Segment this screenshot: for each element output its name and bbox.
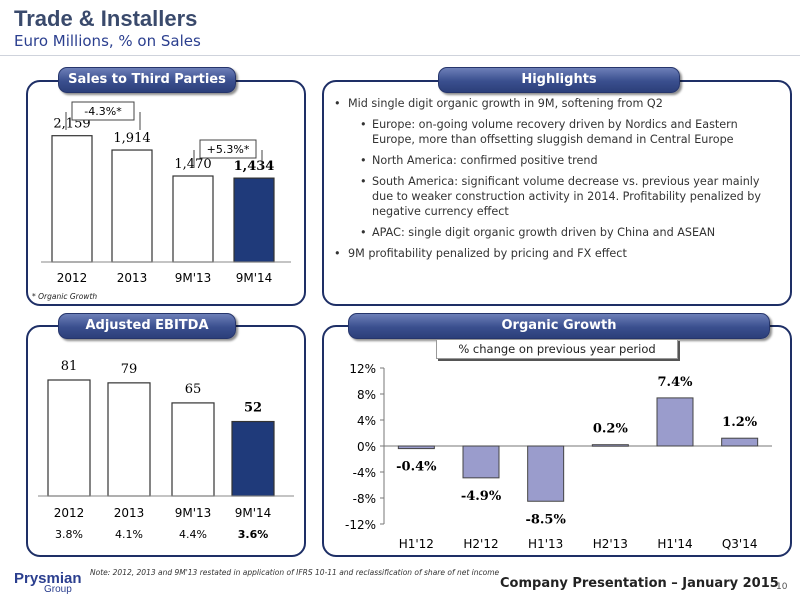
organic-panel [322, 325, 792, 557]
sales-category-label: 9M'13 [175, 271, 212, 285]
growth-bracket [193, 150, 263, 168]
organic-chart: 12% 8% 4% 0% -4% -8% -12% -0.4% H1'12 -4.9% H2'12 -… [345, 362, 772, 551]
ebitda-bar [107, 382, 151, 497]
organic-value-label: 1.2% [722, 415, 758, 430]
growth-box [71, 101, 135, 121]
logo-subtext: Group [44, 584, 72, 595]
sales-bar [51, 135, 93, 263]
highlights-banner: Highlights [438, 67, 680, 93]
organic-category-label: H1'13 [528, 537, 563, 551]
sales-bar [111, 149, 153, 263]
growth-label: -4.3%* [84, 105, 122, 118]
organic-value-label: -8.5% [525, 512, 566, 527]
page-subtitle: Euro Millions, % on Sales [14, 32, 201, 50]
organic-value-label: -4.9% [461, 489, 502, 504]
organic-y-tick-label: -12% [345, 518, 376, 532]
growth-bracket [65, 112, 141, 130]
ebitda-value-label: 52 [244, 401, 262, 416]
ebitda-value-label: 79 [121, 362, 138, 377]
organic-category-label: H1'14 [657, 537, 692, 551]
ebitda-value-label: 81 [61, 359, 78, 374]
highlight-subitem: South America: significant volume decrea… [334, 174, 774, 219]
sales-value-label: 1,914 [113, 131, 150, 146]
highlight-subitem: APAC: single digit organic growth driven… [334, 225, 774, 240]
organic-bar [527, 445, 565, 502]
sales-category-label: 9M'14 [236, 271, 273, 285]
organic-value-label: -0.4% [396, 460, 437, 475]
highlight-subitem: Europe: on-going volume recovery driven … [334, 117, 774, 147]
sales-value-label: 1,434 [234, 159, 275, 174]
ebitda-category-label: 9M'13 [175, 506, 212, 520]
ebitda-value-label: 65 [185, 382, 202, 397]
organic-y-tick-label: 8% [357, 388, 376, 402]
ebitda-chart: 81 2012 3.8% 79 2013 4.1% 65 9M'13 4.4% 52 9M'14 3.… [38, 359, 294, 541]
ebitda-category-label: 2013 [114, 506, 145, 520]
ebitda-category-label: 2012 [54, 506, 85, 520]
ebitda-margin-label: 3.8% [55, 528, 83, 541]
organic-y-tick-label: -4% [353, 466, 376, 480]
organic-bar [397, 445, 435, 450]
organic-y-tick-label: -8% [353, 492, 376, 506]
presentation-label: Company Presentation – January 2015 [500, 576, 779, 591]
sales-banner: Sales to Third Parties [58, 67, 236, 93]
organic-category-label: H1'12 [399, 537, 434, 551]
sales-category-label: 2013 [117, 271, 148, 285]
growth-label: +5.3%* [207, 143, 250, 156]
highlights-list: Mid single digit organic growth in 9M, s… [334, 96, 774, 267]
organic-banner: Organic Growth [348, 313, 770, 339]
ebitda-margin-label: 4.1% [115, 528, 143, 541]
organic-y-tick-label: 12% [349, 362, 376, 376]
organic-y-tick-label: 0% [357, 440, 376, 454]
page-title: Trade & Installers [14, 6, 198, 31]
organic-bar [591, 444, 629, 447]
sales-category-label: 2012 [57, 271, 88, 285]
sales-value-label: 1,470 [174, 157, 211, 172]
ebitda-margin-label: 3.6% [238, 528, 269, 541]
organic-category-label: H2'12 [463, 537, 498, 551]
organic-growth-footnote: * Organic Growth [32, 292, 98, 301]
sales-chart: 2,15920121,91420131,4709M'131,4349M'14-4… [41, 101, 291, 285]
sales-bar [172, 175, 214, 263]
organic-bar [721, 437, 759, 447]
growth-box [199, 139, 257, 159]
organic-value-label: 7.4% [658, 375, 694, 390]
footer-note: Note: 2012, 2013 and 9M'13 restated in a… [90, 568, 500, 577]
prysmian-logo: Prysmian Group [14, 570, 82, 595]
ebitda-bar [47, 379, 91, 497]
organic-note: % change on previous year period [436, 339, 678, 359]
ebitda-bar [231, 420, 275, 497]
logo-text: Prysmian [14, 570, 82, 587]
sales-bar [233, 177, 275, 263]
header-divider [0, 55, 800, 56]
organic-bar [462, 445, 500, 479]
highlight-item: 9M profitability penalized by pricing an… [334, 246, 774, 261]
ebitda-bar [171, 402, 215, 497]
organic-value-label: 0.2% [593, 422, 629, 437]
organic-category-label: H2'13 [593, 537, 628, 551]
organic-bar [656, 397, 694, 447]
page-number: 10 [776, 582, 788, 592]
organic-category-label: Q3'14 [722, 537, 758, 551]
ebitda-banner: Adjusted EBITDA [58, 313, 236, 339]
ebitda-category-label: 9M'14 [235, 506, 272, 520]
ebitda-margin-label: 4.4% [179, 528, 207, 541]
organic-y-tick-label: 4% [357, 414, 376, 428]
highlight-subitem: North America: confirmed positive trend [334, 153, 774, 168]
highlight-item: Mid single digit organic growth in 9M, s… [334, 96, 774, 111]
